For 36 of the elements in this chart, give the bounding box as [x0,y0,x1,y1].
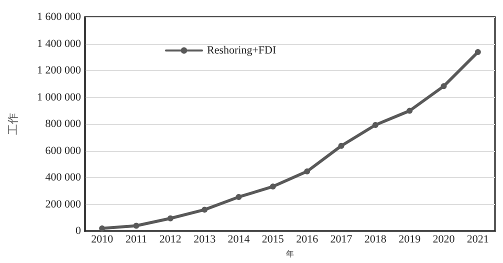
y-tick-label: 1 600 000 [37,11,82,23]
x-tick-label: 2021 [466,234,489,246]
x-tick-label: 2014 [228,234,250,246]
y-tick-label: 200 000 [45,198,82,210]
x-tick-label: 2020 [432,234,456,246]
legend-label: Reshoring+FDI [207,44,276,56]
x-tick-label: 2016 [296,234,319,246]
point [236,194,242,200]
point [202,206,208,213]
x-tick-label: 2018 [364,234,387,246]
point [304,168,310,174]
x-tick-label: 2011 [125,234,148,246]
y-tick-label: 1 200 000 [37,64,82,77]
y-tick-label: 1 000 000 [37,91,82,104]
x-tick-label: 2017 [330,234,353,246]
point [270,184,276,190]
x-axis-title: 年 [286,250,294,258]
x-tick-label: 2015 [262,234,284,246]
x-tick-label: 2019 [398,234,422,246]
point [133,222,140,229]
point [372,122,378,128]
y-tick-label: 800 000 [45,118,82,130]
y-tick-label: 400 000 [45,172,82,184]
x-tick-label: 2013 [194,234,216,246]
x-tick-label: 2010 [91,234,114,246]
point [474,49,481,56]
y-axis-title: 工作 [8,113,20,136]
point [440,83,447,90]
x-tick-label: 2012 [159,234,182,246]
point [167,215,174,222]
y-tick-label: 0 [76,225,82,238]
y-tick-label: 1 400 000 [37,38,82,50]
y-tick-label: 600 000 [45,144,82,157]
point [99,225,106,232]
point [406,108,413,114]
point [338,142,344,149]
